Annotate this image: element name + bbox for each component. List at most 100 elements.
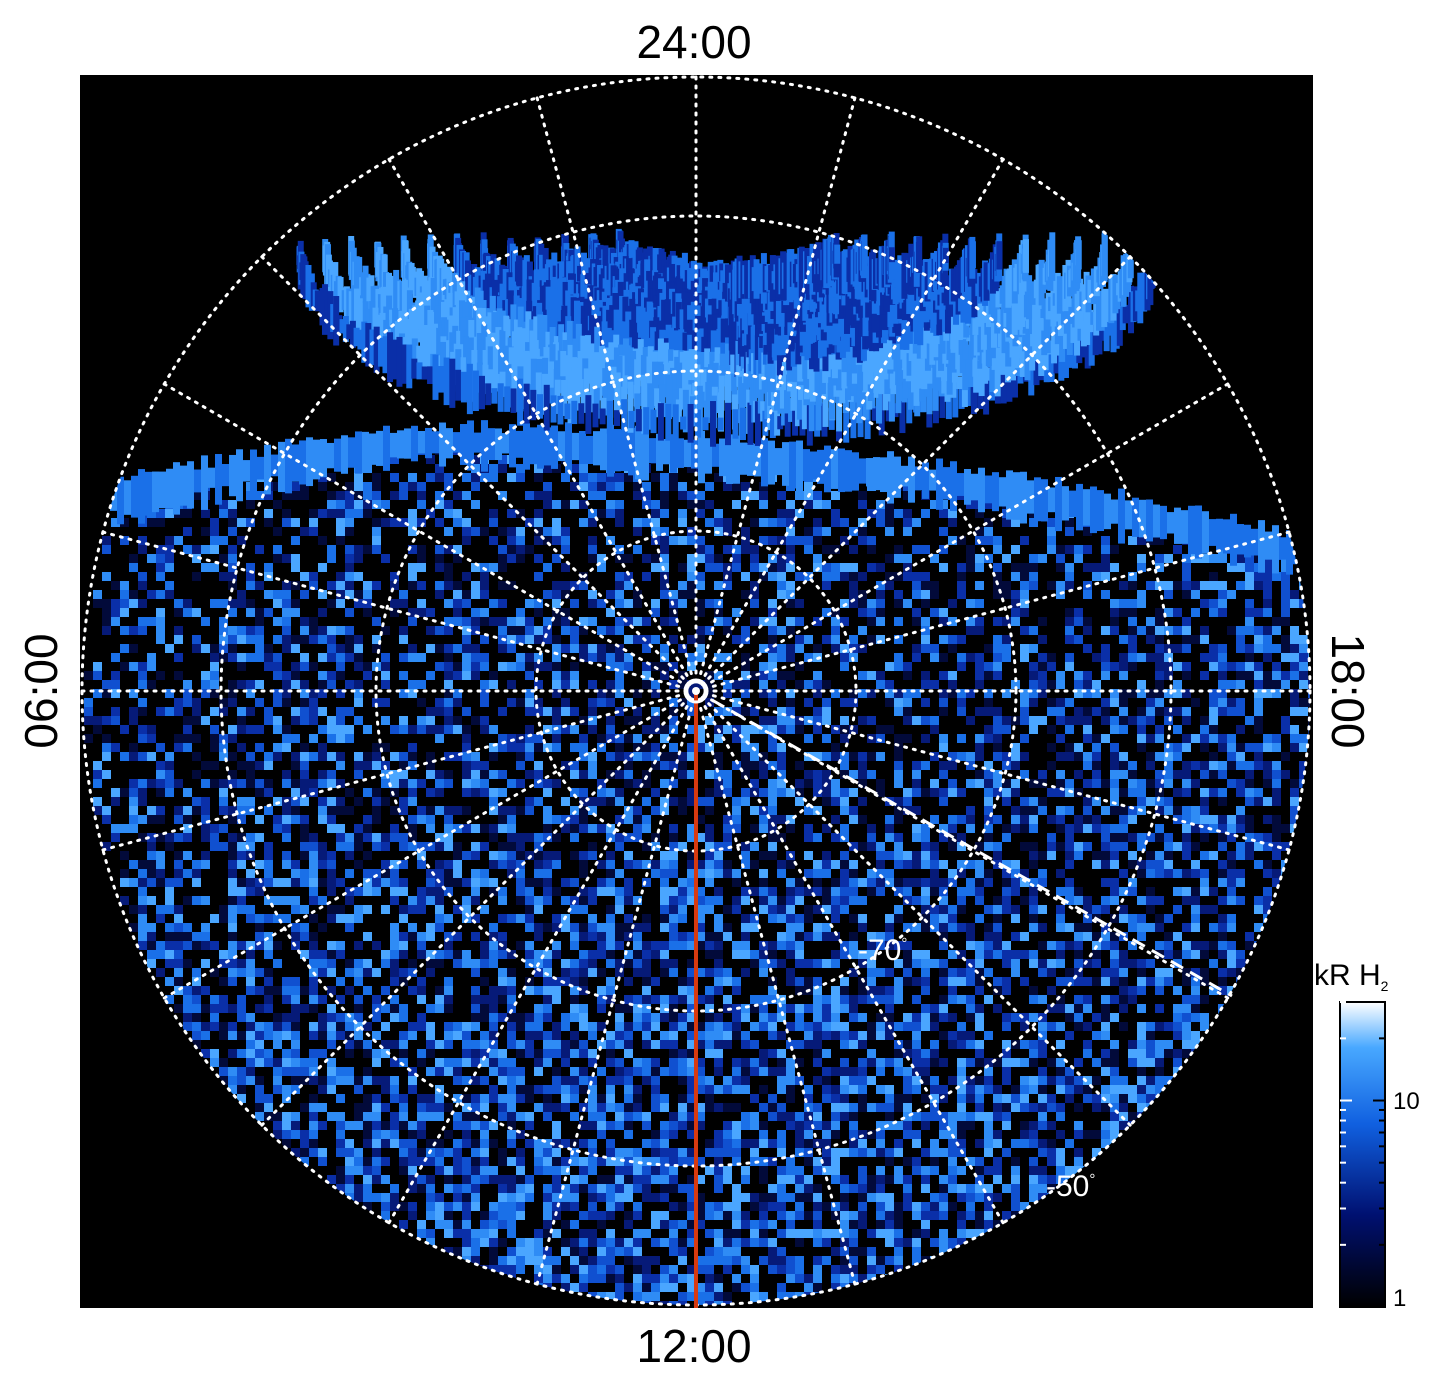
emission-pixel [1272, 626, 1281, 635]
emission-pixel [1236, 608, 1245, 620]
emission-pixel [984, 743, 993, 752]
emission-pixel [957, 752, 966, 761]
emission-pixel [1146, 545, 1155, 555]
emission-pixel [192, 752, 201, 761]
emission-pixel [786, 662, 795, 674]
emission-pixel [381, 653, 390, 669]
emission-pixel [588, 797, 597, 806]
emission-pixel [912, 752, 921, 761]
emission-pixel [795, 599, 804, 616]
emission-pixel [390, 743, 399, 752]
emission-pixel [372, 635, 381, 647]
emission-pixel [354, 806, 363, 815]
emission-pixel [417, 770, 426, 779]
emission-pixel [1245, 608, 1254, 620]
emission-pixel [660, 536, 669, 549]
emission-pixel [1128, 635, 1137, 652]
emission-pixel [849, 599, 858, 616]
emission-pixel [336, 617, 345, 626]
emission-pixel [300, 653, 309, 670]
emission-pixel [498, 752, 507, 761]
emission-pixel [399, 752, 408, 761]
emission-pixel [453, 554, 462, 570]
emission-pixel [903, 761, 912, 770]
emission-pixel [570, 608, 579, 625]
emission-pixel [570, 572, 579, 586]
emission-pixel [174, 725, 183, 734]
emission-pixel [426, 770, 435, 779]
emission-pixel [210, 563, 219, 577]
emission-pixel [561, 581, 570, 593]
emission-pixel [1038, 653, 1047, 662]
emission-pixel [309, 716, 318, 725]
emission-pixel [1173, 572, 1182, 584]
emission-pixel [669, 581, 678, 595]
emission-pixel [156, 518, 165, 527]
emission-pixel [552, 743, 561, 752]
emission-pixel [750, 734, 759, 743]
emission-pixel [489, 734, 498, 743]
emission-pixel [462, 707, 471, 716]
emission-pixel [759, 644, 768, 658]
emission-pixel [183, 788, 192, 797]
emission-pixel [1119, 788, 1128, 797]
emission-pixel [408, 734, 417, 743]
emission-pixel [390, 608, 399, 618]
emission-pixel [138, 806, 147, 815]
emission-pixel [786, 671, 795, 686]
emission-pixel [993, 725, 1002, 734]
emission-pixel [354, 545, 363, 554]
emission-pixel [930, 500, 939, 515]
emission-pixel [426, 500, 435, 515]
emission-pixel [507, 725, 516, 734]
emission-pixel [453, 770, 462, 779]
emission-pixel [174, 599, 183, 615]
emission-pixel [93, 716, 102, 725]
emission-pixel [1065, 527, 1074, 544]
emission-pixel [813, 617, 822, 628]
emission-pixel [696, 518, 705, 532]
emission-pixel [894, 716, 903, 725]
emission-pixel [795, 752, 804, 761]
emission-pixel [831, 734, 840, 743]
emission-pixel [372, 806, 381, 815]
emission-pixel [1038, 761, 1047, 770]
emission-pixel [579, 644, 588, 659]
emission-pixel [1272, 707, 1281, 716]
emission-pixel [966, 518, 975, 530]
emission-pixel [1155, 761, 1164, 770]
emission-pixel [894, 536, 903, 552]
emission-pixel [246, 743, 255, 752]
emission-pixel [921, 779, 930, 788]
emission-pixel [975, 743, 984, 752]
emission-pixel [327, 599, 336, 609]
emission-pixel [696, 635, 705, 648]
emission-pixel [669, 527, 678, 542]
emission-pixel [210, 671, 219, 687]
emission-pixel [228, 635, 237, 649]
emission-pixel [444, 545, 453, 558]
emission-pixel [174, 779, 183, 788]
emission-pixel [660, 473, 669, 490]
emission-pixel [1011, 590, 1020, 607]
emission-pixel [741, 626, 750, 640]
emission-pixel [705, 653, 714, 670]
emission-pixel [831, 563, 840, 579]
emission-pixel [534, 518, 543, 533]
emission-pixel [507, 761, 516, 770]
emission-pixel [462, 581, 471, 597]
emission-pixel [462, 653, 471, 664]
emission-pixel [795, 536, 804, 550]
emission-pixel [147, 680, 156, 694]
emission-pixel [1029, 743, 1038, 752]
emission-pixel [408, 635, 417, 650]
emission-pixel [858, 806, 867, 815]
emission-pixel [237, 770, 246, 779]
emission-pixel [345, 662, 354, 677]
emission-pixel [534, 509, 543, 521]
emission-pixel [336, 797, 345, 806]
emission-pixel [489, 509, 498, 518]
emission-pixel [120, 527, 129, 544]
emission-pixel [291, 806, 300, 815]
emission-pixel [1074, 752, 1083, 761]
